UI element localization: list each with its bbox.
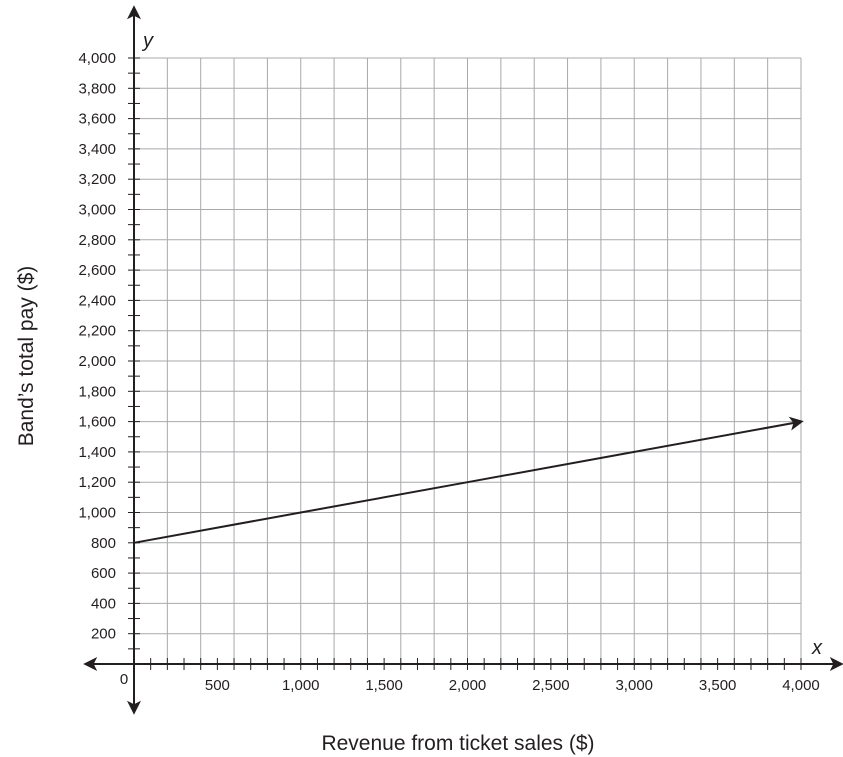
y-tick-label: 1,000 — [78, 505, 116, 522]
y-tick-label: 3,800 — [78, 80, 116, 97]
x-axis-title: Revenue from ticket sales ($) — [321, 732, 594, 755]
x-tick-label: 3,000 — [615, 677, 653, 694]
y-tick-label: 200 — [91, 626, 116, 643]
y-tick-label: 1,200 — [78, 474, 116, 491]
x-tick-label: 500 — [205, 677, 230, 694]
chart-ticks — [128, 57, 802, 670]
y-tick-label: 3,400 — [78, 141, 116, 158]
origin-label: 0 — [120, 671, 128, 688]
y-tick-label: 2,600 — [78, 262, 116, 279]
series-line — [133, 416, 804, 544]
chart-grid — [134, 57, 802, 664]
y-tick-label: 2,400 — [78, 292, 116, 309]
y-tick-label: 1,600 — [78, 414, 116, 431]
y-axis-title: Band’s total pay ($) — [15, 266, 38, 447]
y-tick-label: 2,000 — [78, 353, 116, 370]
y-tick-label: 4,000 — [78, 50, 116, 67]
x-tick-label: 2,000 — [449, 677, 487, 694]
y-tick-label: 3,600 — [78, 111, 116, 128]
x-axis-variable: x — [811, 637, 823, 659]
x-tick-label: 3,500 — [699, 677, 737, 694]
x-tick-label: 2,500 — [532, 677, 570, 694]
chart-axes — [83, 5, 843, 715]
y-tick-label: 600 — [91, 565, 116, 582]
y-tick-label: 1,800 — [78, 383, 116, 400]
x-tick-label: 4,000 — [782, 677, 820, 694]
y-tick-label: 800 — [91, 535, 116, 552]
y-tick-label: 2,200 — [78, 323, 116, 340]
chart-text: Revenue from ticket sales ($) Band’s tot… — [15, 30, 823, 755]
x-tick-label: 1,500 — [365, 677, 403, 694]
y-tick-label: 2,800 — [78, 232, 116, 249]
chart-series — [133, 416, 804, 544]
y-axis-variable: y — [141, 30, 154, 52]
y-tick-label: 3,000 — [78, 202, 116, 219]
y-tick-label: 3,200 — [78, 171, 116, 188]
x-tick-label: 1,000 — [282, 677, 320, 694]
y-tick-label: 1,400 — [78, 444, 116, 461]
y-tick-label: 400 — [91, 595, 116, 612]
